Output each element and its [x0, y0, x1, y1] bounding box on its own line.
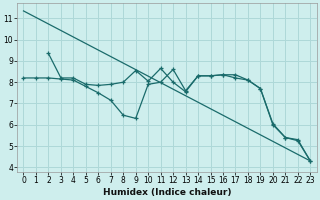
X-axis label: Humidex (Indice chaleur): Humidex (Indice chaleur) — [103, 188, 231, 197]
